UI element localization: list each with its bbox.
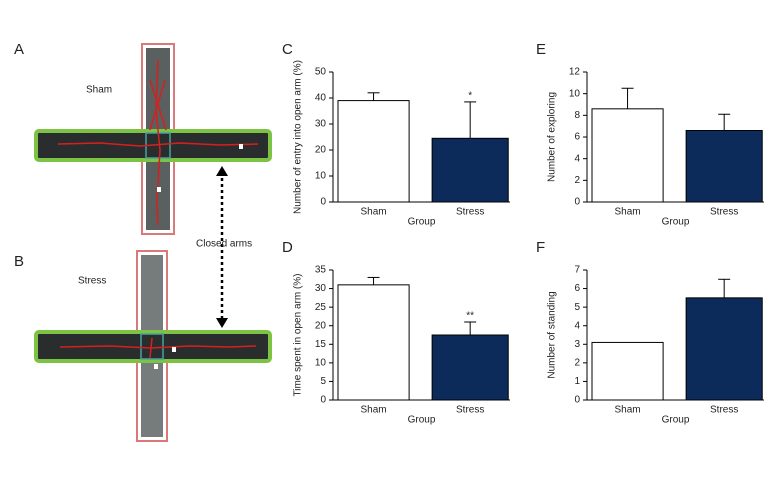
maze-a [34,43,272,235]
panel-label: C [282,41,293,58]
y-tick-label: 12 [569,67,581,78]
x-axis-label: Group [662,415,690,426]
y-tick-label: 2 [574,357,580,368]
x-axis-label: Group [408,415,436,426]
y-tick-label: 5 [320,376,326,387]
bar [337,100,410,203]
bar [591,108,664,203]
x-tick-label: Stress [710,207,738,218]
group-label: Sham [86,85,112,96]
panel-label: A [14,41,24,58]
y-tick-label: 7 [574,265,580,276]
x-tick-label: Stress [710,405,738,416]
x-tick-label: Sham [614,207,640,218]
y-tick-label: 0 [320,395,326,406]
bar [685,130,763,203]
panel-label: D [282,239,293,256]
x-tick-label: Sham [360,405,386,416]
annotation: Closed arms [196,239,252,250]
bar [431,137,509,203]
y-tick-label: 0 [574,395,580,406]
y-tick-label: 25 [315,302,327,313]
y-tick-label: 10 [315,171,327,182]
maze-b [34,250,272,442]
x-tick-label: Stress [456,405,484,416]
y-tick-label: 4 [574,320,580,331]
y-tick-label: 5 [574,302,580,313]
y-tick-label: 2 [574,175,580,186]
y-tick-label: 6 [574,132,580,143]
y-tick-label: 30 [315,119,327,130]
y-tick-label: 10 [315,357,327,368]
significance: ** [466,311,474,322]
y-axis-label: Number of exploring [547,92,558,182]
x-tick-label: Stress [456,207,484,218]
y-tick-label: 8 [574,110,580,121]
y-tick-label: 30 [315,283,327,294]
x-tick-label: Sham [360,207,386,218]
y-tick-label: 15 [315,339,327,350]
bar [431,334,509,401]
y-tick-label: 20 [315,320,327,331]
y-tick-label: 0 [320,197,326,208]
bar [591,341,664,401]
panel-label: E [536,41,546,58]
y-tick-label: 40 [315,93,327,104]
y-tick-label: 3 [574,339,580,350]
y-tick-label: 10 [569,88,581,99]
bar [685,297,763,401]
y-tick-label: 50 [315,67,327,78]
panel-label: F [536,239,545,256]
x-axis-label: Group [662,217,690,228]
y-tick-label: 1 [574,376,580,387]
significance: * [468,91,472,102]
bar [337,284,410,401]
group-label: Stress [78,276,106,287]
y-axis-label: Time spent in open arm (%) [293,273,304,396]
y-axis-label: Number of entry into open arm (%) [293,60,304,214]
y-tick-label: 0 [574,197,580,208]
x-tick-label: Sham [614,405,640,416]
y-tick-label: 35 [315,265,327,276]
y-axis-label: Number of standing [547,291,558,378]
x-axis-label: Group [408,217,436,228]
y-tick-label: 4 [574,153,580,164]
y-tick-label: 6 [574,283,580,294]
y-tick-label: 20 [315,145,327,156]
panel-label: B [14,253,24,270]
